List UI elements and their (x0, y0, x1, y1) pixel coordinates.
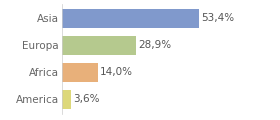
Text: 28,9%: 28,9% (138, 40, 171, 50)
Bar (62, 63, 97, 82)
Text: 3,6%: 3,6% (73, 94, 99, 104)
Bar (62, 36, 136, 55)
Bar (62, 9, 199, 28)
Text: 14,0%: 14,0% (100, 67, 133, 77)
Bar (62, 90, 71, 109)
Text: 53,4%: 53,4% (201, 13, 234, 23)
